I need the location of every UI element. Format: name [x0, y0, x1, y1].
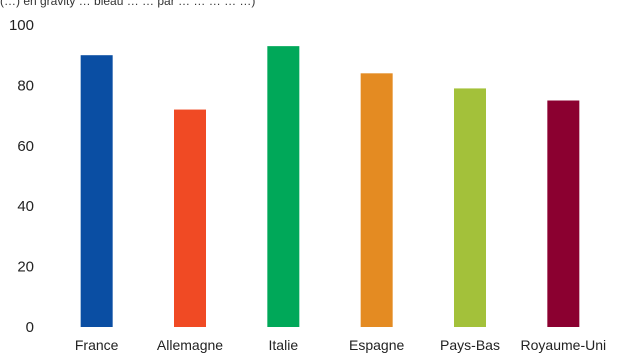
x-tick-label: Royaume-Uni: [521, 337, 607, 353]
y-axis: 0 20 40 60 80 100: [9, 17, 34, 336]
x-tick-label: Italie: [269, 337, 299, 353]
chart-caption: (…) en gravity … bleau … … par … … … … ……: [0, 0, 256, 8]
y-tick-label: 60: [17, 138, 34, 155]
bar-france: [80, 55, 113, 327]
bar-espagne: [360, 73, 393, 327]
bar-pays-bas: [454, 88, 486, 327]
bar-royaume-uni: [547, 100, 580, 327]
bar-italie: [267, 46, 300, 327]
y-tick-label: 100: [9, 17, 34, 34]
y-tick-label: 80: [17, 77, 34, 94]
bar-allemagne: [174, 109, 206, 327]
bars: [80, 46, 580, 327]
x-tick-label: Pays-Bas: [440, 337, 500, 353]
x-axis: France Allemagne Italie Espagne Pays-Bas Roya…: [75, 337, 606, 353]
y-tick-label: 20: [17, 259, 34, 276]
y-tick-label: 0: [26, 319, 34, 336]
x-tick-label: Espagne: [349, 337, 404, 353]
y-tick-label: 40: [17, 198, 34, 215]
x-tick-label: Allemagne: [157, 337, 223, 353]
x-tick-label: France: [75, 337, 119, 353]
